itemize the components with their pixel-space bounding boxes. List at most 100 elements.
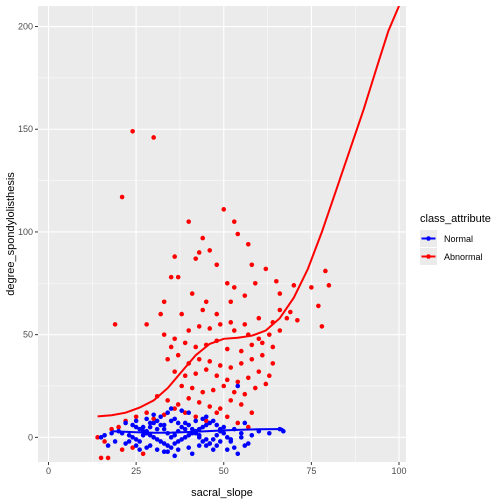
legend: class_attribute Normal Abnormal [420,213,491,265]
data-point-normal [267,430,272,436]
data-point-normal [175,420,181,426]
data-point-abnormal [249,262,255,268]
data-point-normal [200,416,206,422]
data-point-abnormal [112,322,118,327]
data-point-abnormal [249,410,255,416]
data-point-abnormal [224,414,230,420]
data-point-abnormal [326,283,332,288]
data-point-normal [210,418,216,424]
data-point-abnormal [252,280,258,286]
data-point-normal [186,410,192,416]
data-point-abnormal [207,248,213,253]
data-point-abnormal [210,387,216,393]
legend-point-abnormal [426,254,431,259]
data-point-normal [151,412,156,418]
plot-panel [38,6,406,462]
data-point-abnormal [172,254,177,259]
data-point-abnormal [217,406,223,411]
data-point-abnormal [245,424,251,430]
data-point-abnormal [277,291,283,296]
data-point-normal [147,432,153,438]
data-point-abnormal [214,410,220,416]
data-point-normal [144,445,149,450]
data-point-normal [126,439,132,444]
data-point-abnormal [119,447,125,452]
data-point-abnormal [224,377,230,383]
data-point-abnormal [203,367,209,372]
data-point-normal [200,424,206,430]
data-point-normal [281,428,286,434]
data-point-normal [189,451,195,457]
data-point-abnormal [270,361,276,366]
data-point-abnormal [182,340,188,346]
data-point-normal [154,426,160,432]
data-point-normal [154,437,160,442]
data-point-normal [231,445,237,450]
data-layer [95,6,400,461]
data-point-abnormal [263,266,269,272]
data-point-normal [179,424,184,430]
data-point-normal [151,420,156,426]
data-point-abnormal [130,128,135,134]
y-axis-title: degree_spondylolisthesis [5,172,17,296]
data-point-normal [137,447,142,452]
data-point-abnormal [249,356,255,362]
data-point-normal [172,416,177,422]
data-point-normal [179,437,184,442]
data-point-abnormal [175,274,181,280]
data-point-normal [238,435,244,440]
data-point-abnormal [161,412,167,418]
data-point-normal [137,439,142,444]
data-point-abnormal [214,373,220,379]
data-point-abnormal [144,410,149,416]
panel-background [38,6,406,462]
x-tick-label: 50 [219,466,229,476]
data-point-normal [133,424,139,430]
data-point-abnormal [228,398,234,403]
data-point-normal [238,430,244,436]
data-point-normal [102,432,107,438]
data-point-normal [196,426,202,432]
data-point-abnormal [256,369,262,374]
data-point-normal [172,453,177,459]
data-point-abnormal [231,328,237,333]
data-point-normal [161,441,167,446]
data-point-abnormal [252,385,258,391]
data-point-abnormal [267,332,272,337]
data-point-normal [168,418,174,424]
data-point-normal [235,451,241,457]
data-point-normal [133,443,139,448]
data-point-normal [221,430,227,436]
data-point-abnormal [242,391,248,397]
data-point-normal [147,424,153,430]
data-point-normal [186,445,192,450]
data-point-normal [179,408,184,413]
legend-label-normal: Normal [444,234,473,244]
data-point-abnormal [200,389,206,395]
data-point-abnormal [274,278,279,284]
data-point-abnormal [130,445,135,450]
data-point-abnormal [235,231,241,237]
data-point-abnormal [182,373,188,379]
data-point-abnormal [182,410,188,416]
legend-point-normal [426,236,431,241]
data-point-abnormal [196,400,202,405]
data-point-normal [168,406,174,411]
data-point-normal [182,435,188,440]
data-point-abnormal [260,352,265,358]
data-point-normal [123,441,128,446]
data-point-abnormal [165,356,170,362]
data-point-abnormal [277,307,283,313]
data-point-abnormal [203,299,209,305]
data-point-normal [210,437,216,442]
data-point-abnormal [102,439,107,444]
data-point-abnormal [207,404,213,409]
data-point-abnormal [140,451,146,457]
data-point-normal [210,447,216,452]
data-point-abnormal [196,324,202,329]
data-point-abnormal [161,299,167,305]
data-point-normal [189,426,195,432]
data-point-normal [214,432,220,438]
data-point-abnormal [277,328,283,333]
data-point-normal [130,422,135,428]
